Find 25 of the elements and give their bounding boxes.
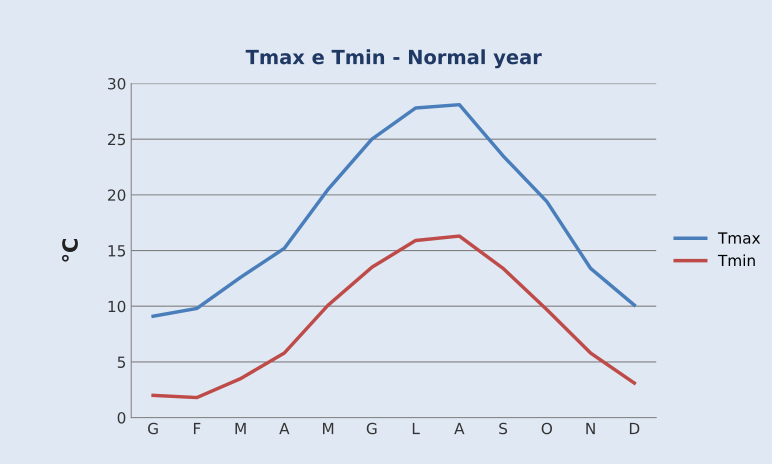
y-tick-label: 5 <box>118 356 126 368</box>
legend-label: Tmin <box>718 254 755 266</box>
legend-label: Tmax <box>718 232 760 244</box>
y-tick-label: 25 <box>108 134 126 146</box>
line-series <box>151 234 636 400</box>
x-tick-label: A <box>454 422 464 434</box>
x-tick-label: L <box>412 422 420 434</box>
x-tick-label: F <box>194 422 200 434</box>
x-tick-label: S <box>499 422 508 434</box>
y-tick-label: 15 <box>108 245 126 257</box>
y-axis-title: °C <box>62 239 78 262</box>
y-tick-label: 10 <box>108 300 126 312</box>
y-tick-label: 20 <box>108 189 126 201</box>
x-tick-label: G <box>148 422 158 434</box>
x-tick-label: O <box>542 422 552 434</box>
x-tick-label: M <box>236 422 246 434</box>
y-tick-label: 0 <box>118 412 126 424</box>
chart-title: Tmax e Tmin - Normal year <box>246 49 542 68</box>
y-tick-label: 30 <box>108 78 126 90</box>
line-series <box>151 102 636 318</box>
x-tick-label: D <box>630 422 640 434</box>
x-tick-label: M <box>323 422 334 434</box>
x-tick-label: N <box>586 422 595 434</box>
x-tick-label: G <box>366 422 377 434</box>
x-tick-label: A <box>279 422 290 434</box>
